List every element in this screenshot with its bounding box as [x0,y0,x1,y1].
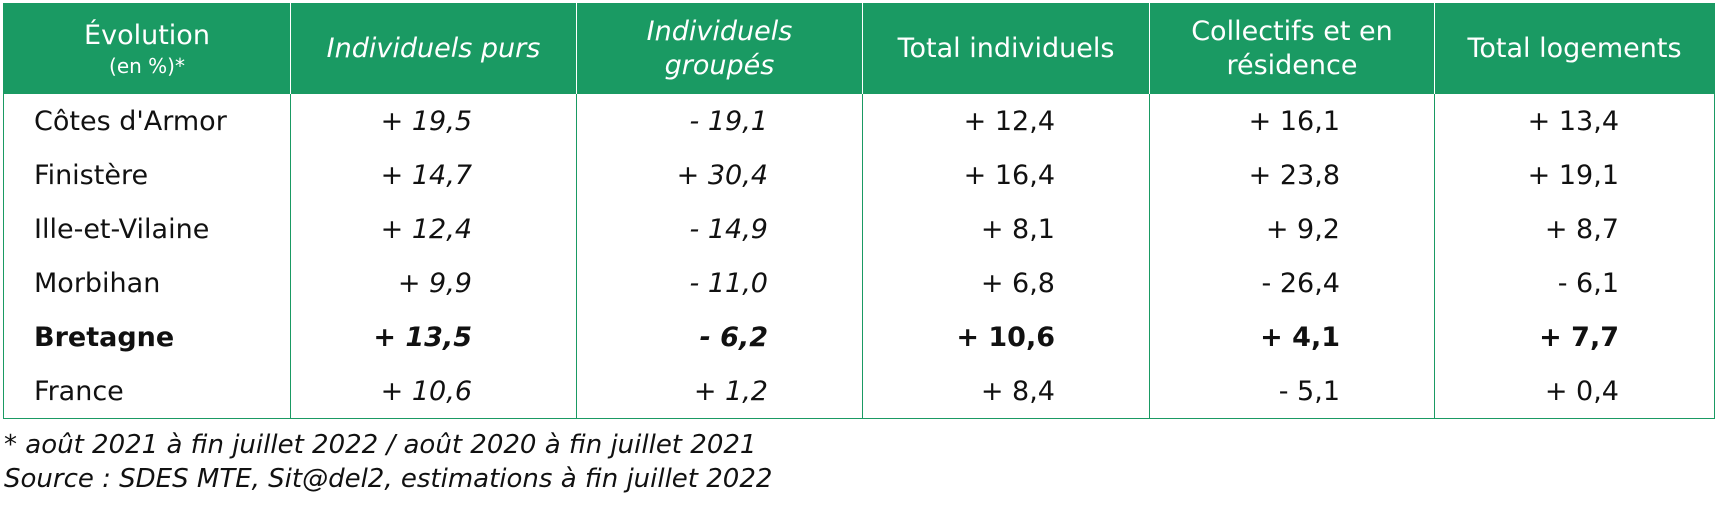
header-individuels-groupes: Individuels groupés [576,3,863,94]
cell-collectifs-residence: + 4,1 [1149,310,1435,364]
table-header: Évolution (en %)* Individuels purs Indiv… [3,3,1715,94]
cell-total-individuels: + 8,1 [862,202,1150,256]
row-label: Finistère [3,148,291,202]
header-individuels-groupes-line1: Individuels [646,15,793,47]
cell-total-logements: + 8,7 [1434,202,1715,256]
period-footnote: * août 2021 à fin juillet 2022 / août 20… [4,430,757,460]
cell-individuels-purs: + 12,4 [290,202,577,256]
cell-individuels-groupes: + 30,4 [576,148,863,202]
cell-total-individuels: + 16,4 [862,148,1150,202]
table-row: Côtes d'Armor + 19,5 - 19,1 + 12,4 + 16,… [3,94,1715,148]
row-label: Morbihan [3,256,291,310]
cell-individuels-groupes: - 11,0 [576,256,863,310]
cell-collectifs-residence: + 16,1 [1149,94,1435,148]
header-individuels-groupes-line2: groupés [664,49,775,81]
cell-total-logements: + 19,1 [1434,148,1715,202]
header-collectifs-residence: Collectifs et en résidence [1149,3,1435,94]
table-body: Côtes d'Armor + 19,5 - 19,1 + 12,4 + 16,… [3,94,1715,419]
header-evolution-unit: (en %)* [109,53,185,78]
cell-collectifs-residence: - 26,4 [1149,256,1435,310]
row-label: Côtes d'Armor [3,94,291,148]
cell-total-logements: + 13,4 [1434,94,1715,148]
cell-total-individuels: + 12,4 [862,94,1150,148]
cell-individuels-groupes: - 19,1 [576,94,863,148]
row-label: Ille-et-Vilaine [3,202,291,256]
cell-total-individuels: + 8,4 [862,364,1150,419]
cell-individuels-groupes: - 6,2 [576,310,863,364]
header-individuels-purs: Individuels purs [290,3,577,94]
header-individuels-purs-label: Individuels purs [326,32,541,64]
table-row: Morbihan + 9,9 - 11,0 + 6,8 - 26,4 - 6,1 [3,256,1715,310]
cell-individuels-purs: + 19,5 [290,94,577,148]
cell-individuels-purs: + 13,5 [290,310,577,364]
header-evolution-title: Évolution [84,19,210,51]
table-row: France + 10,6 + 1,2 + 8,4 - 5,1 + 0,4 [3,364,1715,419]
row-label: Bretagne [3,310,291,364]
table-footnotes: * août 2021 à fin juillet 2022 / août 20… [4,428,772,496]
cell-individuels-purs: + 10,6 [290,364,577,419]
cell-collectifs-residence: + 23,8 [1149,148,1435,202]
cell-total-individuels: + 10,6 [862,310,1150,364]
cell-individuels-purs: + 14,7 [290,148,577,202]
table-row: Ille-et-Vilaine + 12,4 - 14,9 + 8,1 + 9,… [3,202,1715,256]
header-row: Évolution (en %)* Individuels purs Indiv… [3,3,1715,94]
cell-individuels-purs: + 9,9 [290,256,577,310]
cell-total-logements: + 0,4 [1434,364,1715,419]
cell-collectifs-residence: - 5,1 [1149,364,1435,419]
header-total-logements-label: Total logements [1467,32,1682,64]
header-evolution: Évolution (en %)* [3,3,291,94]
table-row-total-region: Bretagne + 13,5 - 6,2 + 10,6 + 4,1 + 7,7 [3,310,1715,364]
cell-collectifs-residence: + 9,2 [1149,202,1435,256]
cell-total-logements: + 7,7 [1434,310,1715,364]
cell-total-individuels: + 6,8 [862,256,1150,310]
header-total-logements: Total logements [1434,3,1715,94]
header-total-individuels: Total individuels [862,3,1150,94]
header-total-individuels-label: Total individuels [897,32,1115,64]
housing-evolution-table: Évolution (en %)* Individuels purs Indiv… [3,3,1715,419]
table-row: Finistère + 14,7 + 30,4 + 16,4 + 23,8 + … [3,148,1715,202]
row-label: France [3,364,291,419]
header-collectifs-residence-line2: résidence [1226,49,1358,81]
cell-individuels-groupes: - 14,9 [576,202,863,256]
cell-individuels-groupes: + 1,2 [576,364,863,419]
source-note: Source : SDES MTE, Sit@del2, estimations… [4,464,773,494]
header-collectifs-residence-line1: Collectifs et en [1191,15,1393,47]
cell-total-logements: - 6,1 [1434,256,1715,310]
